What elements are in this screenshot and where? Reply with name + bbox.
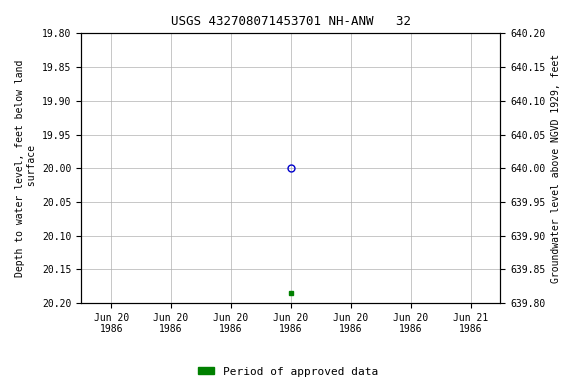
Legend: Period of approved data: Period of approved data bbox=[198, 366, 378, 377]
Y-axis label: Groundwater level above NGVD 1929, feet: Groundwater level above NGVD 1929, feet bbox=[551, 54, 561, 283]
Y-axis label: Depth to water level, feet below land
 surface: Depth to water level, feet below land su… bbox=[15, 60, 37, 277]
Title: USGS 432708071453701 NH-ANW   32: USGS 432708071453701 NH-ANW 32 bbox=[171, 15, 411, 28]
